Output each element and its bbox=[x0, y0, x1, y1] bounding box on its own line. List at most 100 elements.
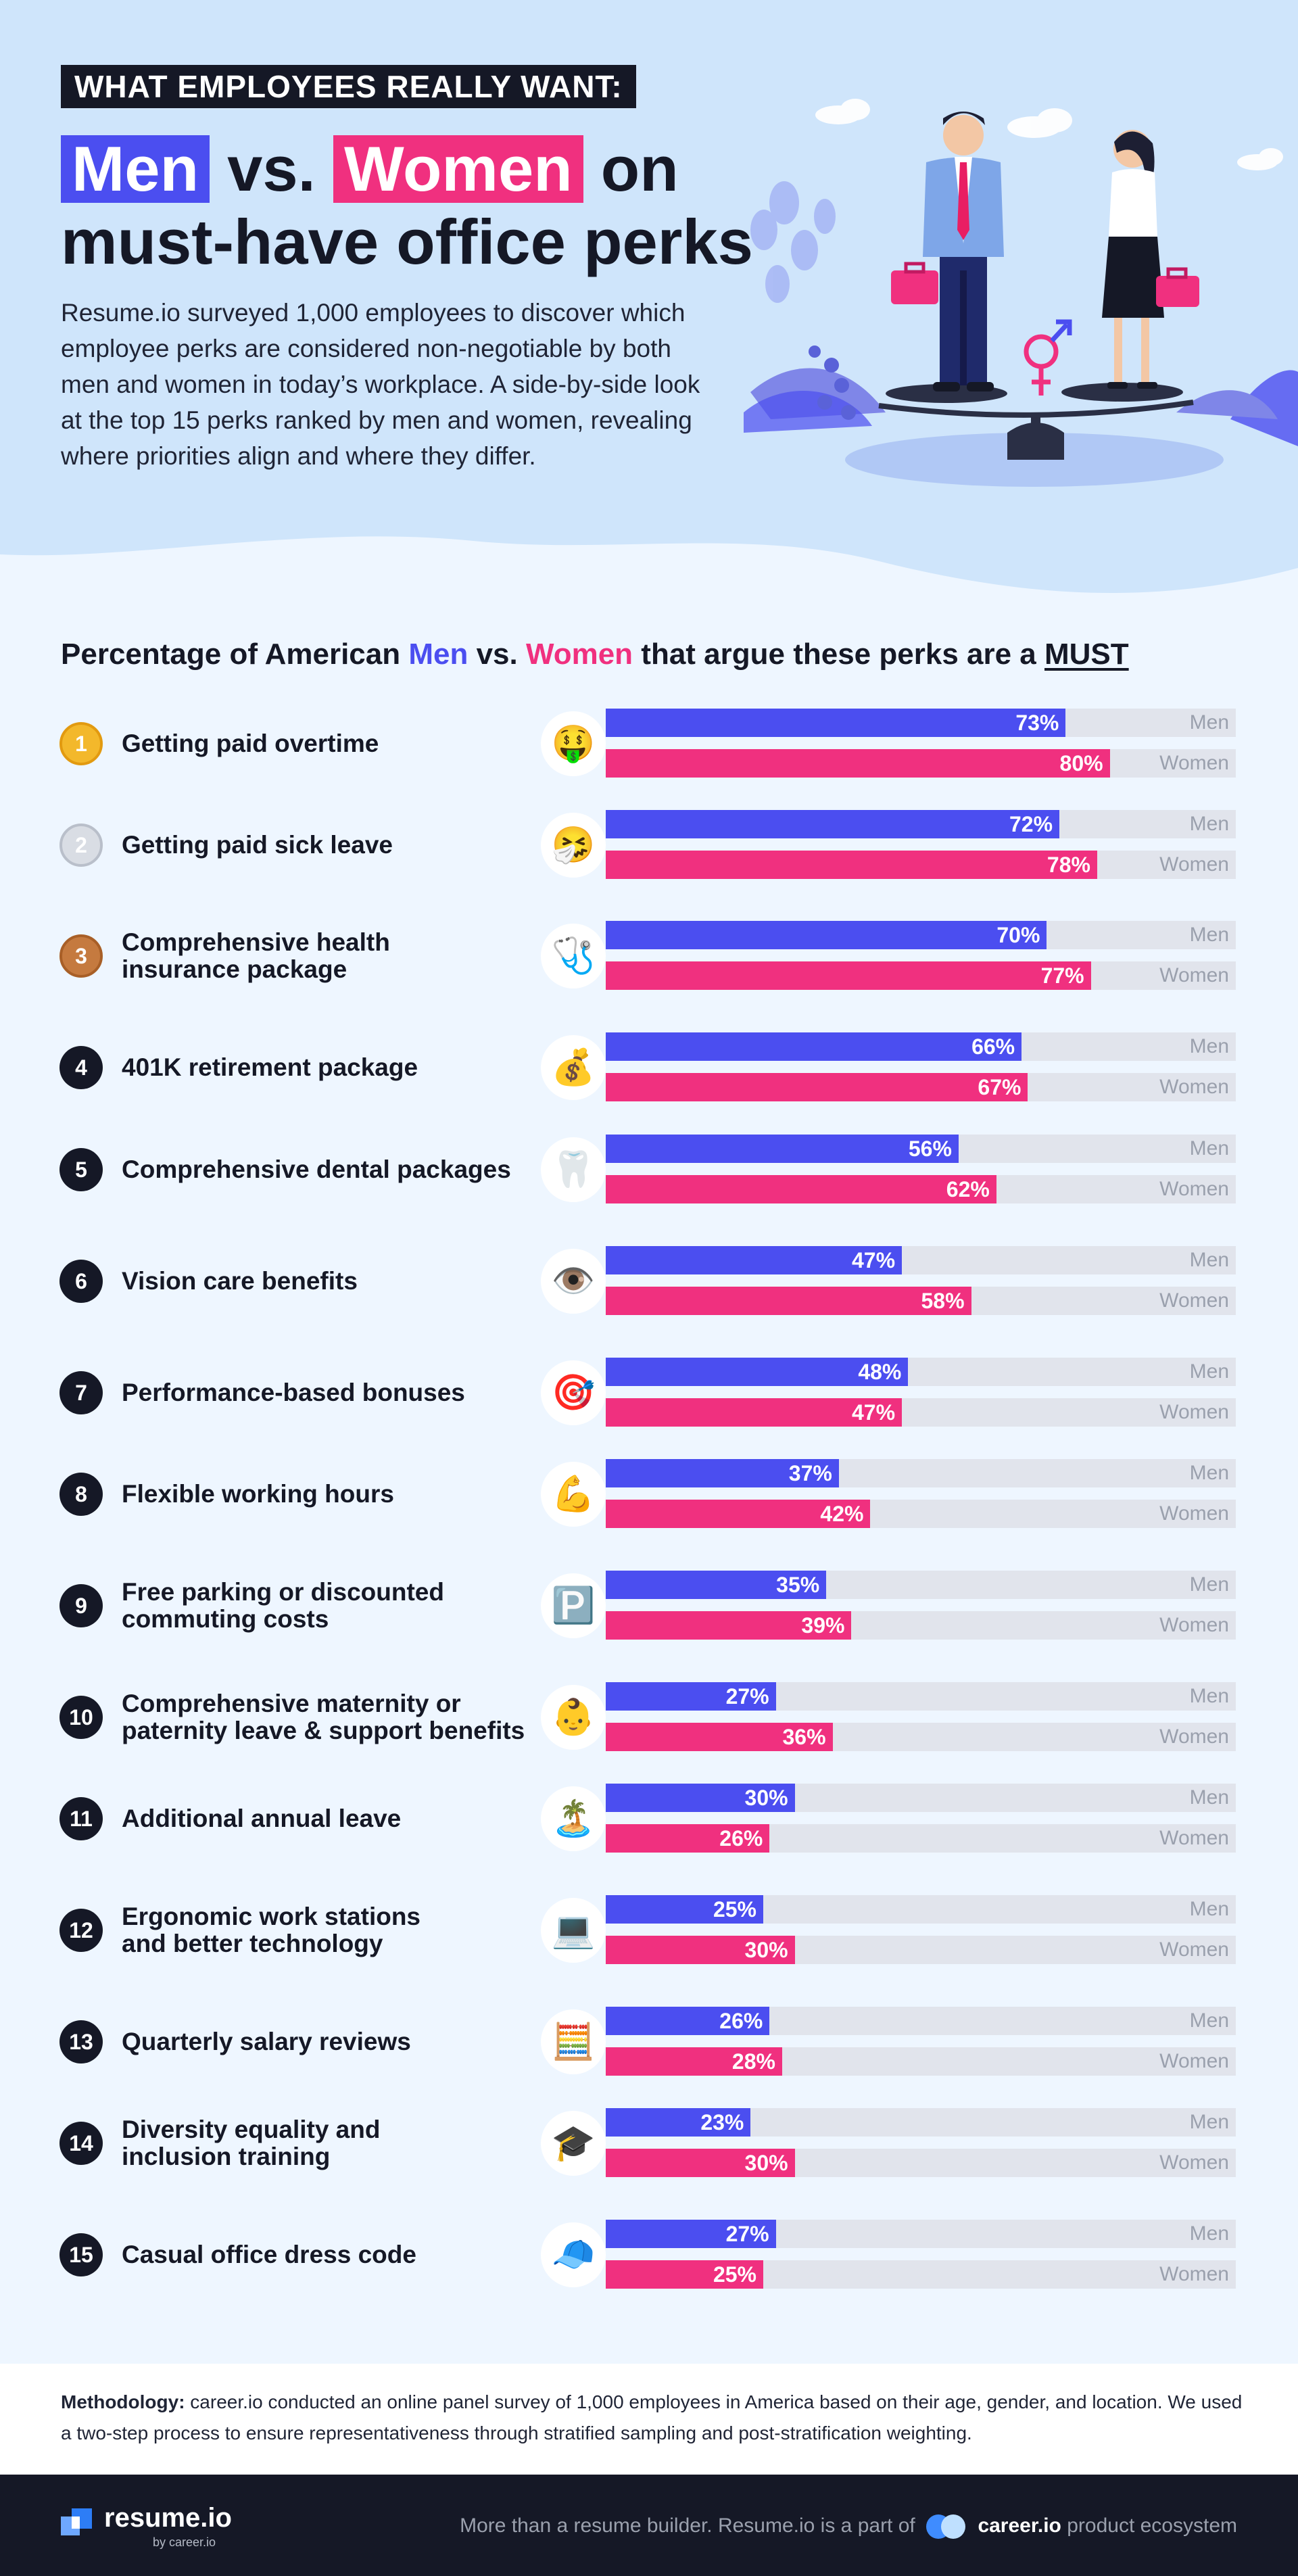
women-bar-track: 42% Women bbox=[606, 1500, 1236, 1528]
chart-title-women: Women bbox=[525, 638, 633, 671]
women-series-label: Women bbox=[1159, 1289, 1229, 1312]
men-bar-track: 30% Men bbox=[606, 1784, 1236, 1812]
women-series-label: Women bbox=[1159, 964, 1229, 986]
men-bar: 23% bbox=[606, 2108, 751, 2137]
parking-sign-icon: 🅿️ bbox=[541, 1573, 606, 1638]
women-bar-value: 62% bbox=[946, 1177, 990, 1201]
rank-badge: 14 bbox=[59, 2122, 103, 2165]
men-series-label: Men bbox=[1189, 924, 1229, 946]
women-bar-value: 78% bbox=[1047, 853, 1090, 877]
women-bar-track: 26% Women bbox=[606, 1824, 1236, 1853]
stethoscope-icon: 🩺 bbox=[541, 924, 606, 988]
men-bar-track: 25% Men bbox=[606, 1895, 1236, 1924]
women-series-label: Women bbox=[1159, 2151, 1229, 2174]
women-bar: 77% bbox=[606, 961, 1091, 990]
title-vs: vs. bbox=[227, 133, 316, 204]
women-series-label: Women bbox=[1159, 1938, 1229, 1961]
rank-badge: 4 bbox=[59, 1046, 103, 1089]
footer-tagline-text: More than a resume builder. Resume.io is… bbox=[460, 2514, 915, 2537]
men-bar-value: 25% bbox=[713, 1897, 756, 1922]
rank-badge: 6 bbox=[59, 1260, 103, 1303]
men-series-label: Men bbox=[1189, 2222, 1229, 2245]
perk-label-line: Comprehensive maternity or bbox=[122, 1690, 461, 1717]
hero-section: WHAT EMPLOYEES REALLY WANT: Men vs. Wome… bbox=[0, 0, 1298, 595]
men-bar: 47% bbox=[606, 1246, 903, 1274]
men-series-label: Men bbox=[1189, 1786, 1229, 1809]
men-series-label: Men bbox=[1189, 1685, 1229, 1707]
perk-label: Additional annual leave bbox=[122, 1805, 554, 1832]
cap-icon: 🧢 bbox=[541, 2222, 606, 2287]
perk-label-line: commuting costs bbox=[122, 1605, 329, 1633]
perk-row: 6 Vision care benefits 👁️ 47% Men 58% Women bbox=[0, 1242, 1298, 1320]
footer: resume.io by career.io More than a resum… bbox=[0, 2475, 1298, 2576]
men-series-label: Men bbox=[1189, 2111, 1229, 2133]
rank-badge: 3 bbox=[59, 934, 103, 978]
women-bar-value: 26% bbox=[719, 1826, 763, 1851]
perk-row: 11 Additional annual leave 🏝️ 30% Men 26% Wome… bbox=[0, 1780, 1298, 1858]
women-bar-track: 67% Women bbox=[606, 1073, 1236, 1101]
perk-label-line: Casual office dress code bbox=[122, 2241, 416, 2268]
women-bar-value: 30% bbox=[744, 1938, 788, 1962]
rank-badge: 2 bbox=[59, 824, 103, 867]
chart-title-part: Percentage of American bbox=[61, 638, 409, 671]
money-bag-icon: 💰 bbox=[541, 1035, 606, 1100]
women-bar-value: 77% bbox=[1040, 963, 1084, 988]
men-bar-track: 66% Men bbox=[606, 1032, 1236, 1061]
perk-label: Quarterly salary reviews bbox=[122, 2028, 554, 2055]
chart-section: Percentage of American Men vs. Women tha… bbox=[0, 595, 1298, 2364]
women-bar-track: 36% Women bbox=[606, 1723, 1236, 1751]
men-bar-value: 23% bbox=[700, 2110, 744, 2134]
perk-label: Comprehensive health insurance package bbox=[122, 929, 554, 983]
title-men-chip: Men bbox=[61, 135, 210, 203]
women-bar: 39% bbox=[606, 1611, 852, 1640]
women-bar: 25% bbox=[606, 2260, 763, 2289]
men-bar-value: 37% bbox=[788, 1461, 832, 1485]
women-bar-value: 80% bbox=[1059, 751, 1103, 776]
perk-label-line: Getting paid overtime bbox=[122, 730, 379, 757]
men-bar: 27% bbox=[606, 1682, 776, 1711]
title-line2: must-have office perks bbox=[61, 206, 753, 277]
career-io-logo-icon bbox=[926, 2513, 967, 2540]
perk-label-line: Diversity equality and bbox=[122, 2116, 381, 2143]
men-bar: 70% bbox=[606, 921, 1047, 949]
chart-title-must: MUST bbox=[1044, 638, 1129, 671]
men-bar: 35% bbox=[606, 1571, 827, 1599]
perk-row: 4 401K retirement package 💰 66% Men 67% Women bbox=[0, 1028, 1298, 1107]
men-vs-women-scale-illustration bbox=[744, 99, 1298, 487]
men-bar-track: 35% Men bbox=[606, 1571, 1236, 1599]
women-series-label: Women bbox=[1159, 752, 1229, 774]
women-bar-track: 30% Women bbox=[606, 1936, 1236, 1964]
men-bar: 27% bbox=[606, 2220, 776, 2248]
men-bar-track: 70% Men bbox=[606, 921, 1236, 949]
men-bar-value: 35% bbox=[776, 1573, 820, 1597]
perk-label-line: inclusion training bbox=[122, 2143, 331, 2170]
women-bar-value: 42% bbox=[820, 1502, 864, 1526]
women-bar-value: 58% bbox=[921, 1289, 965, 1313]
sick-face-icon: 🤧 bbox=[541, 813, 606, 878]
men-bar-value: 48% bbox=[858, 1360, 902, 1384]
perk-label-line: 401K retirement package bbox=[122, 1053, 418, 1081]
women-bar-value: 36% bbox=[782, 1725, 826, 1749]
abacus-icon: 🧮 bbox=[541, 2009, 606, 2074]
footer-career-link[interactable]: career.io bbox=[978, 2514, 1061, 2537]
perk-label: Free parking or discounted commuting cost… bbox=[122, 1579, 554, 1633]
men-series-label: Men bbox=[1189, 1137, 1229, 1160]
perk-row: 10 Comprehensive maternity or paternity le… bbox=[0, 1678, 1298, 1757]
women-bar-track: 80% Women bbox=[606, 749, 1236, 778]
perk-label: Ergonomic work stations and better techno… bbox=[122, 1903, 554, 1957]
women-series-label: Women bbox=[1159, 853, 1229, 876]
perk-row: 15 Casual office dress code 🧢 27% Men 25% Wome… bbox=[0, 2216, 1298, 2294]
men-bar-value: 70% bbox=[996, 923, 1040, 947]
women-bar-value: 30% bbox=[744, 2151, 788, 2175]
footer-brand[interactable]: resume.io bbox=[104, 2503, 232, 2533]
men-series-label: Men bbox=[1189, 813, 1229, 835]
women-bar: 67% bbox=[606, 1073, 1028, 1101]
perk-label-line: Flexible working hours bbox=[122, 1480, 394, 1508]
women-bar: 30% bbox=[606, 2149, 795, 2177]
women-series-label: Women bbox=[1159, 2050, 1229, 2072]
men-series-label: Men bbox=[1189, 711, 1229, 734]
women-bar-track: 30% Women bbox=[606, 2149, 1236, 2177]
women-series-label: Women bbox=[1159, 1827, 1229, 1849]
rank-badge: 1 bbox=[59, 722, 103, 765]
women-bar-value: 25% bbox=[713, 2262, 756, 2287]
